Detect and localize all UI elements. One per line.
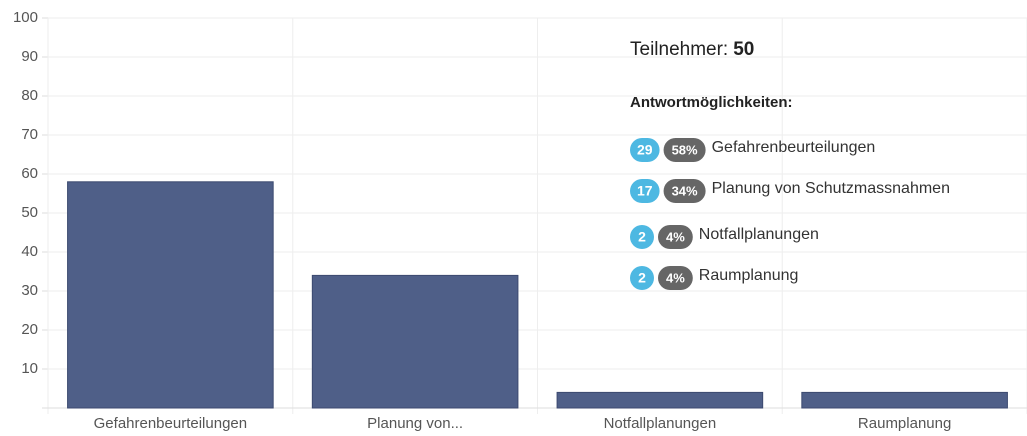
participants-value: 50 — [733, 39, 754, 60]
y-tick-label: 70 — [21, 126, 38, 143]
percent-badge-text: 4% — [666, 229, 685, 244]
percent-badge-text: 58% — [672, 142, 698, 157]
y-tick-label: 10 — [21, 360, 38, 377]
bar — [311, 274, 519, 409]
count-badge — [630, 225, 654, 249]
option-name: Planung von Schutzmassnahmen — [712, 180, 950, 197]
y-tick-label: 80 — [21, 87, 38, 104]
count-badge — [630, 138, 660, 162]
option-name: Gefahrenbeurteilungen — [712, 139, 876, 156]
bar — [67, 181, 274, 409]
percent-badge — [663, 179, 706, 203]
option-name: Notfallplanungen — [699, 226, 819, 243]
y-tick-label: 100 — [13, 9, 38, 26]
x-tick-label: Notfallplanungen — [604, 415, 717, 432]
count-badge-text: 2 — [638, 270, 646, 286]
bar — [801, 391, 1008, 409]
count-badge — [630, 266, 654, 290]
count-badge-text: 17 — [637, 183, 653, 199]
count-badge — [630, 179, 660, 203]
participants-label: Teilnehmer: — [630, 39, 728, 60]
bar — [556, 391, 764, 409]
y-tick-label: 60 — [21, 165, 38, 182]
count-badge-text: 2 — [638, 229, 646, 245]
y-tick-label: 30 — [21, 282, 38, 299]
x-tick-label: Raumplanung — [858, 415, 951, 432]
y-tick-label: 40 — [21, 243, 38, 260]
percent-badge — [658, 225, 693, 249]
x-tick-label: Gefahrenbeurteilungen — [94, 415, 247, 432]
percent-badge-text: 34% — [672, 183, 698, 198]
y-tick-label: 50 — [21, 204, 38, 221]
x-tick-label: Planung von... — [367, 415, 463, 432]
y-tick-label: 90 — [21, 48, 38, 65]
options-title: Antwortmöglichkeiten: — [630, 94, 793, 111]
count-badge-text: 29 — [637, 142, 653, 158]
option-name: Raumplanung — [699, 267, 799, 284]
percent-badge — [663, 138, 706, 162]
percent-badge — [658, 266, 693, 290]
y-tick-label: 20 — [21, 321, 38, 338]
percent-badge-text: 4% — [666, 270, 685, 285]
